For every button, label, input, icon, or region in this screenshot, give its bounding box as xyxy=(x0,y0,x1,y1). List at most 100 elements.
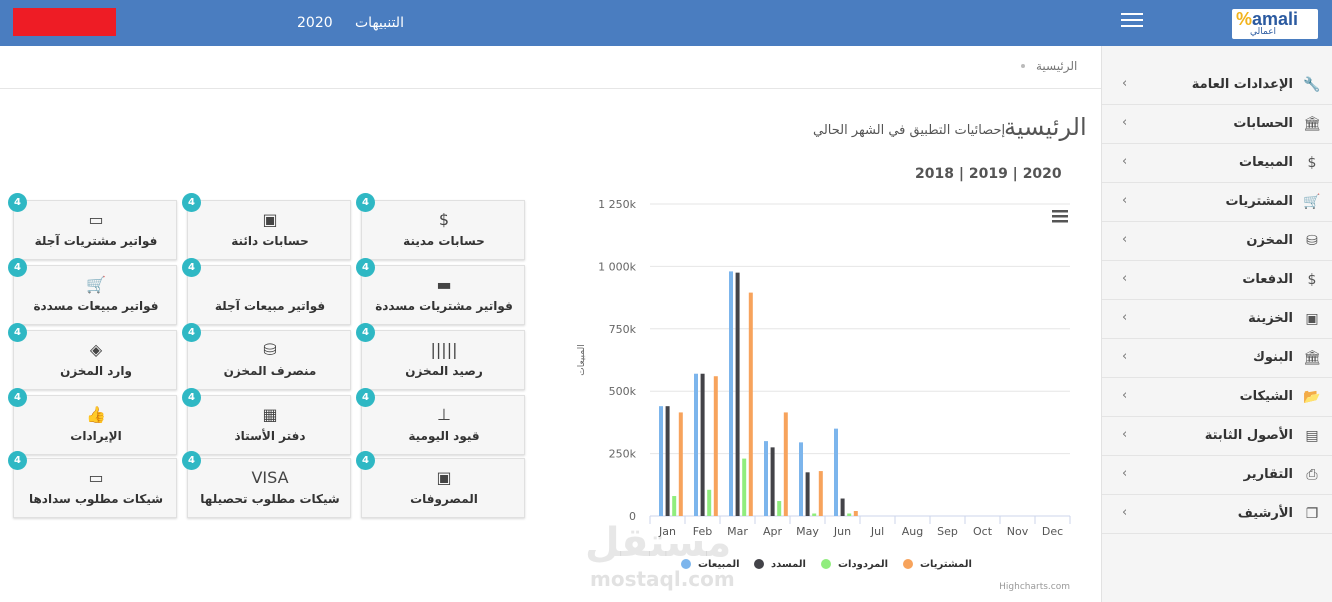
count-badge: 4 xyxy=(356,193,375,212)
sidebar-item[interactable]: ❐ الأرشيف ‹ xyxy=(1102,495,1332,534)
bar xyxy=(713,376,718,516)
x-tick-label: Jul xyxy=(870,525,884,538)
stat-card[interactable]: 🛒 فواتير مبيعات مسددة xyxy=(13,265,177,325)
chevron-left-icon: ‹ xyxy=(1122,388,1128,403)
stat-card[interactable]: ◈ وارد المخزن xyxy=(13,330,177,390)
legend-label: المسدد xyxy=(771,559,806,570)
barcode-icon: ||||| xyxy=(430,340,458,359)
stat-card-label: الإيرادات xyxy=(70,429,122,443)
redacted-block xyxy=(13,8,116,36)
y-tick-label: 1 000k xyxy=(598,260,636,273)
dollar-icon: $ xyxy=(1307,155,1317,171)
battery-low-icon: ▭ xyxy=(88,210,104,229)
stat-card[interactable]: VISA شيكات مطلوب تحصيلها xyxy=(187,458,351,518)
bar xyxy=(694,373,698,516)
year-tab-2018[interactable]: 2018 xyxy=(915,166,954,182)
sales-chart: 0 250k 500k 750k 1 000k 1 250k المبيعات Jan Feb M… xyxy=(577,198,1071,592)
x-tick-label: Jan xyxy=(658,525,676,538)
sidebar-item-label: الإعدادات العامة xyxy=(1191,77,1293,92)
legend-label: المبيعات xyxy=(698,559,740,570)
bar xyxy=(799,442,803,516)
menu-toggle-icon[interactable] xyxy=(1121,13,1143,29)
count-badge: 4 xyxy=(182,323,201,342)
year-tab-2019[interactable]: 2019 xyxy=(968,166,1008,182)
chevron-left-icon: ‹ xyxy=(1122,193,1128,208)
count-badge: 4 xyxy=(182,193,201,212)
sidebar-item-label: الأصول الثابتة xyxy=(1204,428,1293,443)
sidebar-item[interactable]: 🏛 الحسابات ‹ xyxy=(1102,105,1332,144)
sidebar-item[interactable]: ⎙ التقارير ‹ xyxy=(1102,456,1332,495)
legend-marker xyxy=(903,559,913,569)
sidebar-item[interactable]: ▤ الأصول الثابتة ‹ xyxy=(1102,417,1332,456)
chevron-left-icon: ‹ xyxy=(1122,466,1128,481)
stat-card-label: منصرف المخزن xyxy=(223,364,317,378)
chevron-left-icon: ‹ xyxy=(1122,427,1128,442)
cubes-icon: ⛁ xyxy=(1306,233,1318,249)
sidebar-item[interactable]: $ المبيعات ‹ xyxy=(1102,144,1332,183)
chevron-left-icon: ‹ xyxy=(1122,115,1128,130)
stat-card[interactable]: $ حسابات مدينة xyxy=(361,200,525,260)
stat-card-label: شيكات مطلوب تحصيلها xyxy=(200,492,340,506)
stat-card-label: قيود اليومية xyxy=(408,429,480,443)
stat-card-label: وارد المخزن xyxy=(60,364,132,378)
cubes-icon: ⛁ xyxy=(263,340,277,359)
sidebar-item[interactable]: ▣ الخزينة ‹ xyxy=(1102,300,1332,339)
calendar-icon: ▦ xyxy=(262,405,278,424)
logo[interactable]: %amali اعمالي xyxy=(1232,9,1318,39)
page-title: الرئيسية xyxy=(1004,113,1087,141)
sidebar-item[interactable]: ⛁ المخزن ‹ xyxy=(1102,222,1332,261)
stat-card[interactable]: ▦ دفتر الأستاذ xyxy=(187,395,351,455)
chevron-left-icon: ‹ xyxy=(1122,232,1128,247)
alerts-link[interactable]: التنبيهات xyxy=(355,15,404,31)
stat-card-label: حسابات مدينة xyxy=(403,234,485,248)
y-tick-label: 0 xyxy=(629,510,636,523)
x-tick-label: Oct xyxy=(973,525,993,538)
year-selector[interactable]: 2020 xyxy=(297,15,333,31)
x-tick-label: Sep xyxy=(937,525,958,538)
stat-card[interactable]: ▣ المصروفات xyxy=(361,458,525,518)
stat-card-label: دفتر الأستاذ xyxy=(234,429,306,443)
bar xyxy=(672,496,677,516)
stat-card[interactable]: ⛁ منصرف المخزن xyxy=(187,330,351,390)
sidebar-item-label: الأرشيف xyxy=(1237,506,1293,521)
bar xyxy=(818,471,823,516)
stat-card[interactable]: 👍 الإيرادات xyxy=(13,395,177,455)
breadcrumb xyxy=(0,46,1101,89)
x-tick-label: May xyxy=(796,525,819,538)
x-tick-label: Mar xyxy=(727,525,748,538)
sidebar-item-label: المبيعات xyxy=(1239,155,1293,170)
stat-card[interactable]: ▣ حسابات دائنة xyxy=(187,200,351,260)
count-badge: 4 xyxy=(8,451,27,470)
x-tick-label: Dec xyxy=(1042,525,1063,538)
sidebar-item[interactable]: $ الدفعات ‹ xyxy=(1102,261,1332,300)
money-icon: ▣ xyxy=(436,468,452,487)
stat-card[interactable]: ▭ فواتير مشتريات آجلة xyxy=(13,200,177,260)
sidebar-item[interactable]: 🏛 البنوك ‹ xyxy=(1102,339,1332,378)
count-badge: 4 xyxy=(182,451,201,470)
legend-label: المشتريات xyxy=(920,559,972,570)
year-tab-2020[interactable]: 2020 xyxy=(1022,166,1062,182)
money-icon: ▣ xyxy=(262,210,278,229)
sidebar-item[interactable]: 🔧 الإعدادات العامة ‹ xyxy=(1102,66,1332,105)
logo-text: %amali xyxy=(1236,9,1299,29)
bar xyxy=(783,412,788,516)
y-tick-label: 250k xyxy=(609,448,637,461)
y-axis-label: المبيعات xyxy=(577,344,587,375)
stat-card[interactable]: ||||| رصيد المخزن xyxy=(361,330,525,390)
stat-card-label: فواتير مبيعات آجلة xyxy=(214,299,326,313)
bar xyxy=(847,513,852,516)
x-tick-label: Feb xyxy=(693,525,712,538)
stat-card-label: فواتير مشتريات آجلة xyxy=(34,234,158,248)
sidebar-item[interactable]: 📂 الشيكات ‹ xyxy=(1102,378,1332,417)
cart-icon: 🛒 xyxy=(86,275,106,294)
stat-card[interactable]: فواتير مبيعات آجلة xyxy=(187,265,351,325)
sidebar-item[interactable]: 🛒 المشتريات ‹ xyxy=(1102,183,1332,222)
stat-card[interactable]: ▬ فواتير مشتريات مسددة xyxy=(361,265,525,325)
bar xyxy=(729,271,733,516)
count-badge: 4 xyxy=(356,258,375,277)
breadcrumb-home[interactable]: الرئيسية xyxy=(1036,59,1078,73)
stat-card[interactable]: ▭ شيكات مطلوب سدادها xyxy=(13,458,177,518)
stat-card-label: حسابات دائنة xyxy=(231,234,309,248)
stat-card[interactable]: ⊥ قيود اليومية xyxy=(361,395,525,455)
count-badge: 4 xyxy=(356,388,375,407)
